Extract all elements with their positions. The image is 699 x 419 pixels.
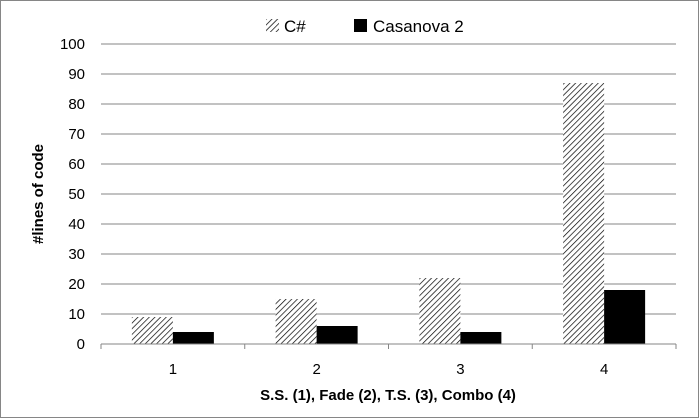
bar-csharp-4 xyxy=(563,83,605,344)
legend-label-casanova: Casanova 2 xyxy=(373,17,464,36)
bars xyxy=(131,83,646,344)
bar-casanova-4 xyxy=(604,290,646,344)
bar-casanova-2 xyxy=(316,326,358,344)
y-tick-label: 100 xyxy=(60,36,85,53)
bar-csharp-2 xyxy=(275,299,317,344)
legend: C# Casanova 2 xyxy=(266,17,464,36)
legend-swatch-csharp xyxy=(266,19,279,32)
y-tick-label: 20 xyxy=(68,276,85,293)
y-tick-label: 90 xyxy=(68,66,85,83)
bar-csharp-1 xyxy=(131,317,173,344)
bar-casanova-3 xyxy=(460,332,502,344)
y-tick-label: 60 xyxy=(68,156,85,173)
x-tick-label: 1 xyxy=(169,361,177,378)
y-axis-ticks: 0 10 20 30 40 50 60 70 80 90 100 xyxy=(60,36,85,353)
y-tick-label: 70 xyxy=(68,126,85,143)
y-tick-label: 50 xyxy=(68,186,85,203)
x-axis-title: S.S. (1), Fade (2), T.S. (3), Combo (4) xyxy=(260,387,516,404)
y-tick-label: 30 xyxy=(68,246,85,263)
bar-csharp-3 xyxy=(419,278,461,344)
gridlines xyxy=(101,43,676,315)
y-axis-title: #lines of code xyxy=(30,144,47,244)
y-tick-label: 80 xyxy=(68,96,85,113)
x-tick-label: 4 xyxy=(600,361,608,378)
bar-casanova-1 xyxy=(172,332,214,344)
y-tick-label: 40 xyxy=(68,216,85,233)
legend-label-csharp: C# xyxy=(284,17,306,36)
x-axis-ticks: 1 2 3 4 xyxy=(169,361,609,378)
legend-swatch-casanova xyxy=(354,19,367,32)
y-tick-label: 0 xyxy=(77,336,85,353)
x-tick-label: 3 xyxy=(456,361,464,378)
y-tick-label: 10 xyxy=(68,306,85,323)
x-tick-label: 2 xyxy=(312,361,320,378)
x-axis xyxy=(100,343,677,349)
